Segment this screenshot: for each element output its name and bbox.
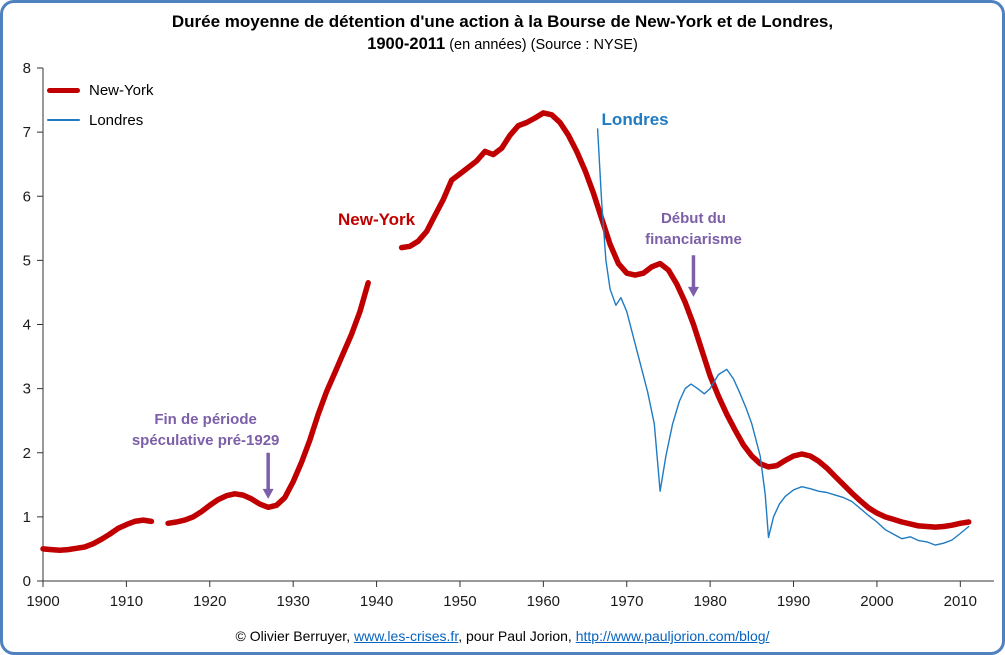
y-tick-label: 8 — [23, 60, 31, 77]
x-tick-label: 1970 — [610, 593, 643, 610]
footer-link-pauljorion[interactable]: http://www.pauljorion.com/blog/ — [575, 628, 770, 644]
x-tick-label: 1990 — [777, 593, 810, 610]
y-tick-label: 6 — [23, 188, 31, 205]
x-tick-label: 1900 — [26, 593, 59, 610]
legend-line-sample-new-york — [47, 87, 80, 93]
x-tick-label: 2000 — [860, 593, 893, 610]
series-label-new-york: New-York — [338, 210, 416, 229]
chart-title-line1: Durée moyenne de détention d'une action … — [171, 12, 834, 31]
x-tick-label: 1930 — [276, 593, 309, 610]
legend: New-York Londres — [47, 75, 153, 135]
footer-credit: © Olivier Berruyer, www.les-crises.fr, p… — [3, 628, 1002, 644]
legend-item-londres: Londres — [47, 105, 153, 135]
y-tick-label: 0 — [23, 573, 31, 590]
footer-link-les-crises[interactable]: www.les-crises.fr — [353, 628, 459, 644]
y-tick-label: 4 — [23, 317, 31, 334]
legend-label-londres: Londres — [89, 111, 144, 129]
annotation-text-fin-de-p-riode: spéculative pré-1929 — [132, 432, 280, 449]
y-tick-label: 1 — [23, 509, 31, 526]
series-line-new-york — [165, 280, 371, 527]
legend-label-new-york: New-York — [89, 81, 154, 99]
series-line-new-york — [40, 517, 155, 553]
legend-line-sample-londres — [47, 119, 80, 121]
y-tick-label: 5 — [23, 252, 31, 269]
y-tick-label: 3 — [23, 381, 31, 398]
legend-item-new-york: New-York — [47, 75, 153, 105]
y-tick-label: 7 — [23, 124, 31, 141]
chart-title-line2: 1900-2011 (en années) (Source : NYSE) — [3, 35, 1002, 54]
chart-title-subtitle: (en années) (Source : NYSE) — [445, 37, 638, 53]
annotation-text-d-but-du: Début du — [661, 210, 726, 227]
footer-text-middle: , pour Paul Jorion, — [458, 628, 576, 644]
series-line-londres — [596, 128, 970, 546]
y-tick-label: 2 — [23, 445, 31, 462]
x-tick-label: 1960 — [527, 593, 560, 610]
series-label-londres: Londres — [602, 110, 669, 129]
footer-text-author: © Olivier Berruyer, — [235, 628, 354, 644]
annotation-text-d-but-du: financiarisme — [645, 231, 742, 248]
series-line-new-york — [398, 110, 972, 530]
annotation-text-fin-de-p-riode: Fin de période — [154, 411, 257, 428]
x-tick-label: 1940 — [360, 593, 393, 610]
x-tick-label: 1910 — [110, 593, 143, 610]
chart-canvas: 0 1 2 3 4 5 6 7 8 1900 1910 1920 1930 1940 1950 1960 197… — [23, 60, 994, 610]
x-tick-label: 1920 — [193, 593, 226, 610]
x-tick-label: 2010 — [944, 593, 977, 610]
x-tick-label: 1980 — [693, 593, 726, 610]
annotation-arrowhead-d-but-du — [687, 286, 699, 297]
chart-title: Durée moyenne de détention d'une action … — [3, 12, 1002, 54]
chart-title-years: 1900-2011 — [367, 35, 446, 53]
x-tick-label: 1950 — [443, 593, 476, 610]
annotation-arrowhead-fin-de-p-riode — [262, 488, 274, 499]
